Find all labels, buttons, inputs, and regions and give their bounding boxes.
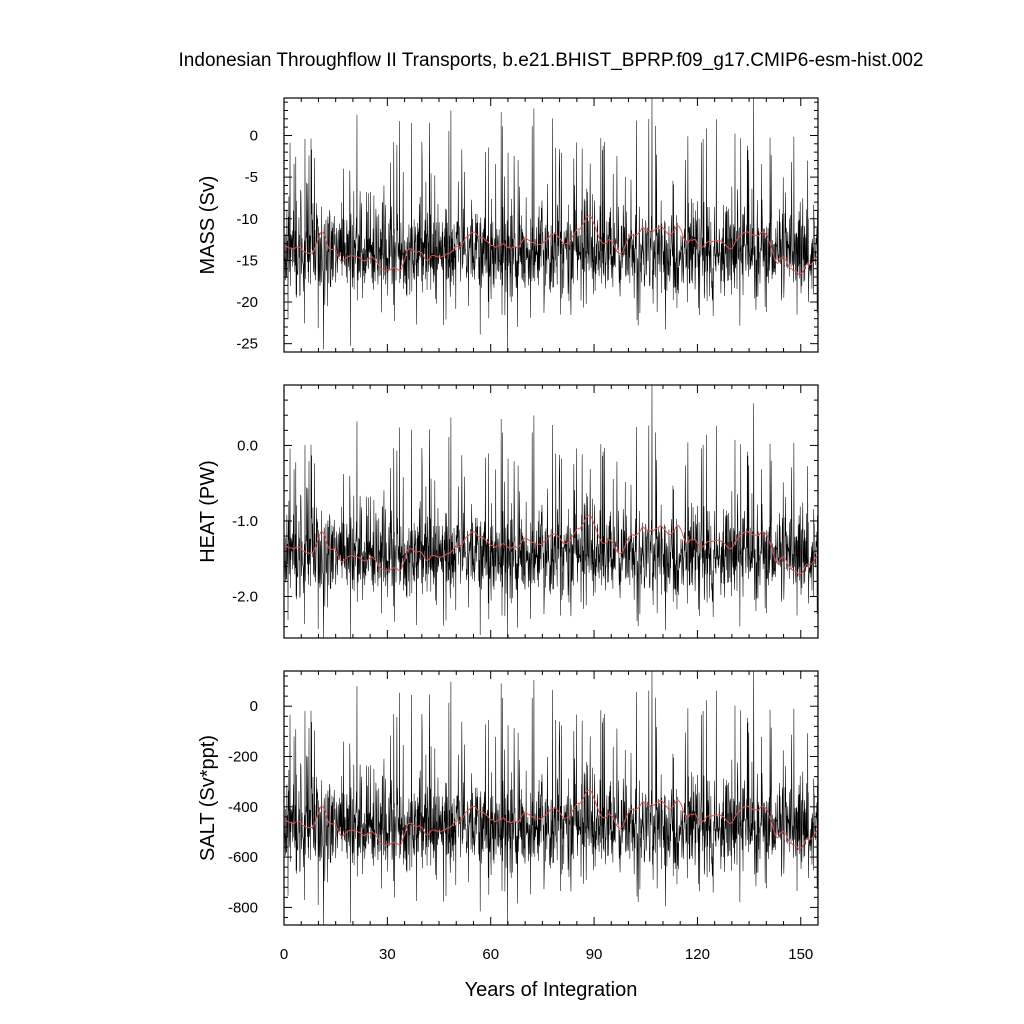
y-tick-label: -600 <box>228 849 258 866</box>
mass-axes-frame <box>283 97 819 353</box>
y-tick-label: -10 <box>236 211 258 228</box>
mass-smoothed-series <box>284 215 818 276</box>
x-tick-label: 30 <box>379 946 396 963</box>
y-tick-label: 0 <box>250 698 258 715</box>
y-tick-label: -400 <box>228 799 258 816</box>
mass-panel: 0 -5 -10 -15 -20 -25 MASS (Sv) <box>197 97 819 353</box>
y-tick-label: -15 <box>236 252 258 269</box>
heat-smoothed-series <box>284 515 818 576</box>
mass-monthly-series <box>284 98 818 352</box>
heat-panel: 0.0 -1.0 -2.0 HEAT (PW) <box>197 384 819 639</box>
x-tick-label: 90 <box>586 946 603 963</box>
heat-monthly-series <box>284 385 818 638</box>
y-tick-label: 0 <box>250 127 258 144</box>
salt-axes-frame <box>283 670 819 926</box>
salt-monthly-series <box>284 671 818 925</box>
figure-title: Indonesian Throughflow II Transports, b.… <box>179 50 924 71</box>
salt-y-axis-label: SALT (Sv*ppt) <box>197 735 219 861</box>
x-axis-label: Years of Integration <box>465 979 638 1001</box>
y-tick-label: -5 <box>245 169 258 186</box>
y-tick-label: -2.0 <box>232 588 258 605</box>
salt-panel: 0 30 60 90 120 150 0 -200 -400 -600 -800 SALT (Sv*p… <box>197 670 819 963</box>
y-tick-label: 0.0 <box>237 437 258 454</box>
y-tick-label: -1.0 <box>232 513 258 530</box>
x-tick-label: 120 <box>685 946 710 963</box>
x-tick-label: 150 <box>788 946 813 963</box>
heat-y-axis-label: HEAT (PW) <box>197 460 219 563</box>
x-tick-label: 0 <box>280 946 288 963</box>
x-tick-label: 60 <box>482 946 499 963</box>
heat-axes-frame <box>283 384 819 639</box>
salt-smoothed-series <box>284 789 818 851</box>
y-tick-label: -200 <box>228 749 258 766</box>
y-tick-label: -800 <box>228 899 258 916</box>
y-tick-label: -20 <box>236 294 258 311</box>
mass-y-axis-label: MASS (Sv) <box>197 176 219 275</box>
y-tick-label: -25 <box>236 336 258 353</box>
